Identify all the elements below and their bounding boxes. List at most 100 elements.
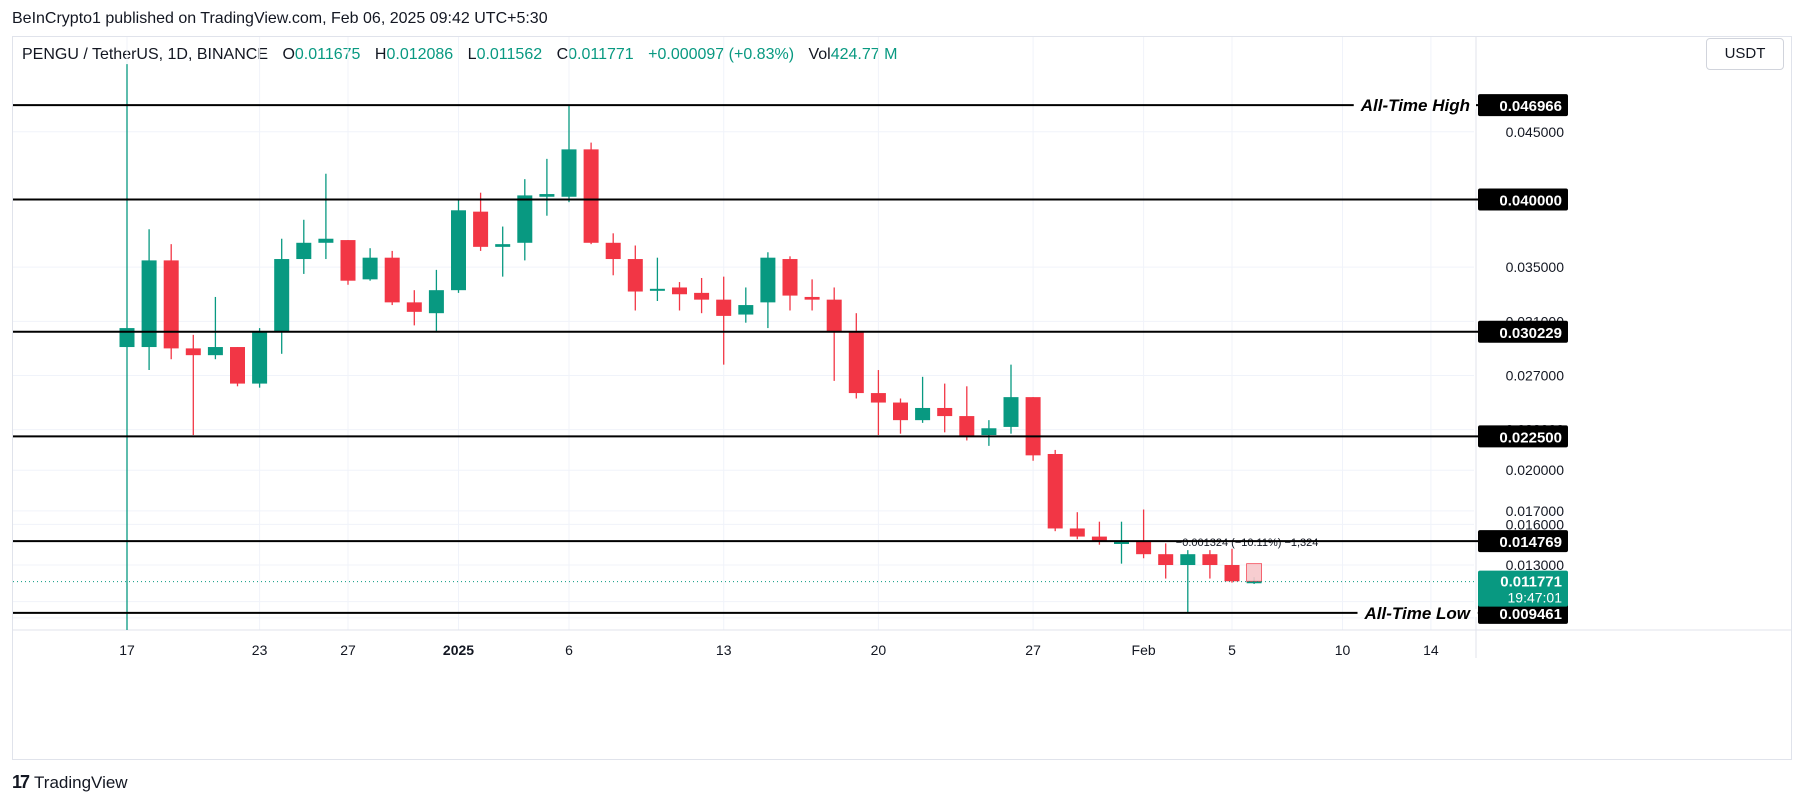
candle-down[interactable]: [826, 299, 842, 333]
level-annotation-mask: [1357, 608, 1478, 617]
candle-down[interactable]: [473, 211, 489, 247]
candle-down[interactable]: [893, 402, 908, 421]
high-value: 0.012086: [386, 46, 454, 63]
candle-down[interactable]: [694, 292, 710, 300]
tradingview-logo-icon: 17: [12, 772, 30, 792]
x-tick-label: 23: [252, 642, 268, 658]
x-tick-label: 6: [565, 642, 573, 658]
level-annotation-mask: [1353, 101, 1476, 110]
candle-down[interactable]: [848, 332, 864, 394]
candle-down[interactable]: [716, 299, 732, 316]
measure-label: −0.001324 (−10.11%) −1,324: [1176, 537, 1319, 549]
y-tick-label: 0.016000: [1506, 516, 1565, 532]
candle-down[interactable]: [1025, 397, 1041, 456]
chart-frame: [12, 36, 1792, 760]
level-price-tag: [1478, 601, 1568, 624]
last-price-label: 0.011771: [1500, 574, 1562, 591]
low-value: 0.011562: [476, 46, 543, 63]
candle-down[interactable]: [937, 407, 953, 417]
candle-up[interactable]: [296, 242, 312, 260]
candle-up[interactable]: [649, 288, 665, 291]
volume-label: Vol: [808, 46, 831, 63]
x-tick-label: 20: [871, 642, 887, 658]
candle-down[interactable]: [1136, 541, 1152, 555]
candle-up[interactable]: [561, 149, 577, 197]
candle-up[interactable]: [451, 210, 466, 291]
level-price-tag: [1478, 94, 1568, 117]
level-price-label: 0.022500: [1499, 429, 1562, 446]
candle-down[interactable]: [1069, 528, 1085, 537]
volume-value: 424.77 M: [830, 46, 898, 63]
close-label: C: [556, 46, 569, 63]
candle-down[interactable]: [605, 242, 621, 260]
candle-down[interactable]: [672, 287, 687, 295]
candle-up[interactable]: [495, 244, 511, 247]
level-price-label: 0.009461: [1499, 606, 1562, 623]
ghost-candle: [1246, 563, 1262, 582]
high-label: H: [374, 46, 387, 63]
candle-up[interactable]: [981, 428, 997, 436]
currency-button[interactable]: USDT: [1706, 38, 1784, 70]
candle-down[interactable]: [1202, 554, 1218, 566]
level-price-tag: [1478, 188, 1568, 211]
publisher-line: BeInCrypto1 published on TradingView.com…: [12, 10, 548, 27]
candle-up[interactable]: [428, 290, 444, 314]
candle-down[interactable]: [384, 257, 400, 303]
x-tick-label: 2025: [443, 642, 474, 658]
candle-up[interactable]: [1246, 581, 1262, 584]
candle-up[interactable]: [207, 347, 223, 356]
candle-down[interactable]: [230, 347, 245, 384]
y-tick-label: 0.020000: [1506, 462, 1565, 478]
candle-down[interactable]: [804, 296, 820, 300]
x-tick-label: 27: [1025, 642, 1041, 658]
candle-up[interactable]: [119, 328, 135, 348]
y-tick-label: 0.045000: [1506, 124, 1565, 140]
candle-down[interactable]: [1091, 536, 1107, 542]
level-annotation: All-Time High: [1360, 96, 1470, 115]
y-tick-label: 0.017000: [1506, 503, 1565, 519]
candle-up[interactable]: [1114, 541, 1129, 544]
candle-up[interactable]: [274, 259, 290, 333]
candle-down[interactable]: [959, 416, 975, 437]
countdown-label: 19:47:01: [1508, 590, 1563, 606]
candle-up[interactable]: [760, 257, 776, 303]
candle-down[interactable]: [163, 260, 179, 349]
candle-down[interactable]: [1047, 453, 1063, 529]
x-tick-label: Feb: [1132, 642, 1156, 658]
candle-up[interactable]: [1180, 554, 1196, 566]
x-tick-label: 13: [716, 642, 732, 658]
level-price-label: 0.046966: [1499, 98, 1562, 115]
candle-up[interactable]: [318, 238, 334, 243]
candle-up[interactable]: [517, 195, 533, 243]
x-tick-label: 17: [119, 642, 135, 658]
open-label: O: [282, 46, 295, 63]
candle-up[interactable]: [738, 305, 754, 315]
candle-up[interactable]: [539, 194, 555, 197]
candle-down[interactable]: [782, 259, 798, 296]
y-tick-label: 0.035000: [1506, 259, 1565, 275]
candle-up[interactable]: [1003, 397, 1019, 427]
candle-down[interactable]: [870, 393, 886, 403]
x-tick-label: 14: [1423, 642, 1439, 658]
x-tick-label: 5: [1228, 642, 1236, 658]
candle-down[interactable]: [1224, 565, 1240, 582]
candle-up[interactable]: [141, 260, 157, 348]
candle-down[interactable]: [583, 149, 599, 243]
symbol-label[interactable]: PENGU / TetherUS, 1D, BINANCE: [22, 46, 268, 63]
candle-down[interactable]: [406, 302, 422, 312]
candle-down[interactable]: [185, 348, 201, 356]
candles-group: [119, 64, 1262, 630]
y-tick-label: 0.027000: [1506, 367, 1565, 383]
candle-up[interactable]: [252, 332, 268, 384]
candle-down[interactable]: [627, 259, 643, 292]
level-price-tag: [1478, 320, 1568, 343]
candle-down[interactable]: [1158, 554, 1174, 566]
change-value: +0.000097 (+0.83%): [648, 46, 795, 63]
tradingview-logo[interactable]: 17 TradingView: [12, 772, 128, 793]
candle-down[interactable]: [340, 240, 356, 281]
level-annotation: All-Time Low: [1364, 604, 1472, 623]
candle-up[interactable]: [362, 257, 378, 280]
candle-up[interactable]: [915, 407, 931, 421]
x-tick-label: 27: [340, 642, 356, 658]
